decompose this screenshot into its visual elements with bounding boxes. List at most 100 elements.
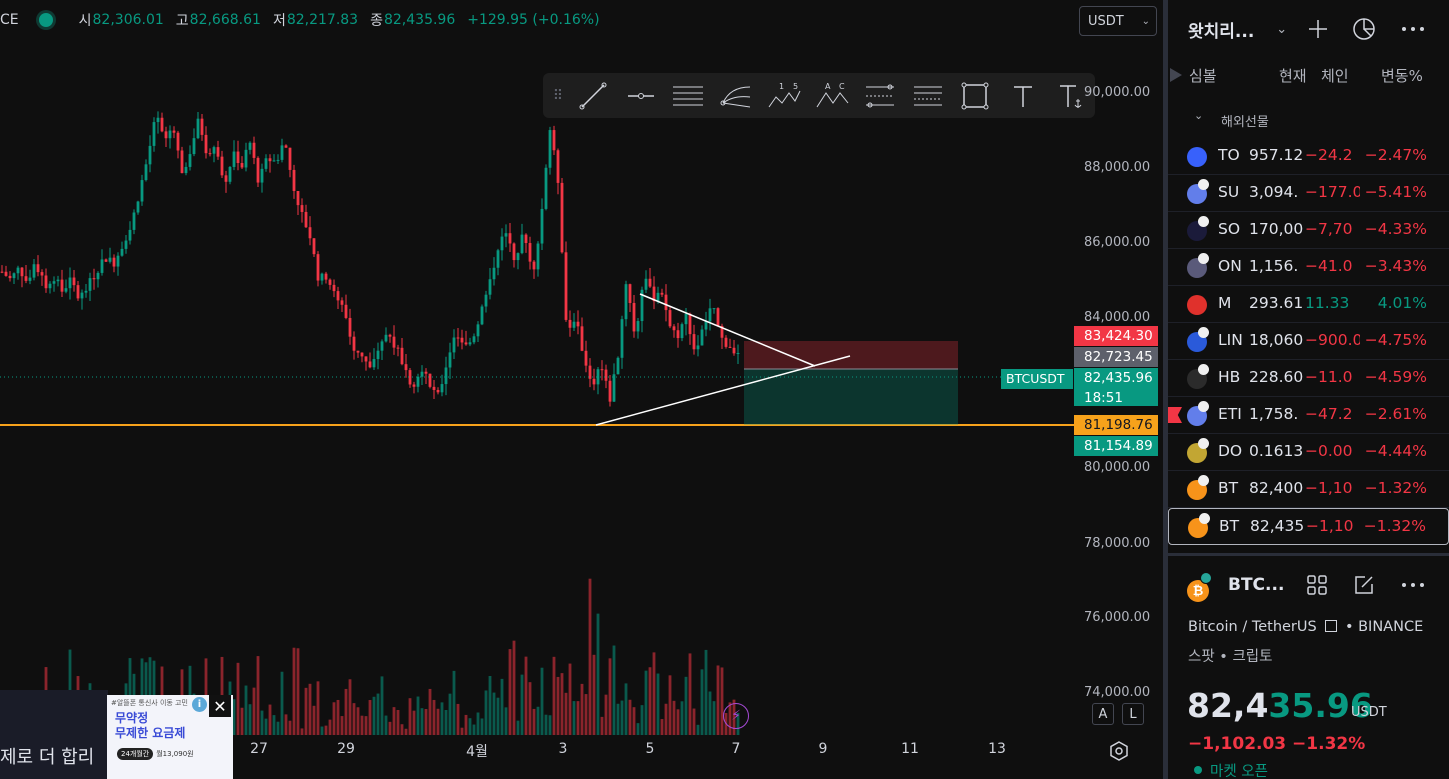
candle-body xyxy=(632,302,636,332)
chevron-down-icon[interactable]: ⌄ xyxy=(1276,21,1288,37)
gear-icon[interactable] xyxy=(1108,740,1130,762)
candle-body xyxy=(72,277,76,286)
pie-chart-icon[interactable] xyxy=(1352,17,1376,41)
watchlist-row[interactable]: HB 228.60 −11.0 −4.59% xyxy=(1168,360,1449,397)
edit-icon[interactable] xyxy=(1351,572,1377,598)
volume-bar xyxy=(276,721,280,735)
detail-symbol[interactable]: BTC... xyxy=(1228,575,1285,595)
date-range-icon[interactable] xyxy=(904,76,952,116)
trend-line-icon[interactable] xyxy=(569,76,617,116)
column-pct[interactable]: 변동% xyxy=(1381,67,1423,85)
candle-body xyxy=(480,306,484,325)
watchlist-row[interactable]: SO 170,00 −7,70 −4.33% xyxy=(1168,212,1449,249)
candle-body xyxy=(208,153,212,155)
watchlist-row[interactable]: ETI 1,758. −47.2 −2.61% xyxy=(1168,397,1449,434)
watchlist-title[interactable]: 왓치리... xyxy=(1188,21,1255,42)
volume-bar xyxy=(432,699,436,735)
add-symbol-icon[interactable] xyxy=(1306,17,1330,41)
row-symbol: LIN xyxy=(1218,331,1243,349)
candle-body xyxy=(408,370,412,385)
column-last[interactable]: 현재 xyxy=(1279,67,1307,85)
volume-bar xyxy=(340,716,344,735)
panel-divider[interactable] xyxy=(1163,0,1168,779)
watchlist-row[interactable]: LIN 18,060 −900.0 −4.75% xyxy=(1168,323,1449,360)
chart-area[interactable]: CE 시 82,306.01 고 82,668.61 저 82,217.83 종… xyxy=(0,0,1163,779)
coin-logo-icon xyxy=(1187,147,1207,167)
volume-bar xyxy=(272,715,276,735)
external-link-icon[interactable] xyxy=(1325,620,1338,632)
column-symbol[interactable]: 심볼 xyxy=(1189,67,1217,85)
candle-body xyxy=(508,233,512,244)
volume-bar xyxy=(416,696,420,735)
price-axis-label: 74,000.00 xyxy=(1084,685,1151,700)
detail-divider[interactable] xyxy=(1168,553,1449,556)
row-pct: −1.32% xyxy=(1363,517,1426,535)
candle-body xyxy=(232,151,236,167)
candle-body xyxy=(560,182,564,253)
candle-body xyxy=(620,319,624,358)
candle-body xyxy=(204,134,208,154)
volume-bar xyxy=(576,701,580,735)
candle-body xyxy=(444,367,448,385)
last-price-value: 82,435.96 xyxy=(1084,370,1153,386)
candle-body xyxy=(56,279,60,282)
detail-name-text[interactable]: Bitcoin / TetherUS xyxy=(1188,619,1317,635)
elliott-label-5: 5 xyxy=(793,82,798,91)
candle-body xyxy=(116,255,120,267)
auto-scale-button[interactable]: A xyxy=(1092,703,1114,725)
currency-select[interactable]: USDT ⌄ xyxy=(1079,6,1157,36)
candle-body xyxy=(600,369,604,371)
candle-body xyxy=(144,164,148,181)
rectangle-icon[interactable] xyxy=(952,76,1000,116)
volume-bar xyxy=(568,663,572,735)
open-label: 시 xyxy=(78,13,92,29)
volume-bar xyxy=(312,705,316,735)
watchlist-group[interactable]: ⌄ 해외선물 xyxy=(1168,104,1449,134)
more-icon[interactable] xyxy=(1401,17,1425,41)
candle-body xyxy=(216,147,220,157)
volume-bar xyxy=(696,724,700,735)
watchlist-row[interactable]: SU 3,094. −177.0 −5.41% xyxy=(1168,175,1449,212)
watchlist-row[interactable]: BT 82,435 −1,10 −1.32% xyxy=(1168,508,1449,545)
watchlist-row[interactable]: ON 1,156. −41.0 −3.43% xyxy=(1168,249,1449,286)
symbol-title[interactable]: CE xyxy=(0,12,19,28)
grid-layout-icon[interactable] xyxy=(1304,572,1330,598)
text-icon[interactable] xyxy=(999,76,1047,116)
log-scale-button[interactable]: L xyxy=(1122,703,1144,725)
column-change[interactable]: 체인 xyxy=(1321,67,1349,85)
close-icon[interactable]: ✕ xyxy=(209,695,231,717)
price-range-icon[interactable] xyxy=(856,76,904,116)
replay-lightning-icon[interactable]: ⚡ xyxy=(723,703,749,729)
row-last: 957.12 xyxy=(1249,146,1304,164)
parallel-channel-icon[interactable] xyxy=(665,76,713,116)
ad-banner-text[interactable]: 제로 더 합리 xyxy=(0,690,108,779)
row-change: −47.2 xyxy=(1305,405,1353,423)
drag-handle-icon[interactable]: ⠿ xyxy=(552,87,564,104)
collapse-handle-icon[interactable] xyxy=(1170,68,1182,82)
chevron-down-icon: ⌄ xyxy=(1141,15,1150,27)
info-icon[interactable]: i xyxy=(192,697,207,712)
pitchfork-icon[interactable] xyxy=(712,76,760,116)
row-last: 293.61 xyxy=(1249,294,1304,312)
position-target-zone xyxy=(744,369,958,425)
candle-body xyxy=(732,347,736,354)
open-value: 82,306.01 xyxy=(92,12,164,28)
volume-bar xyxy=(344,688,348,735)
candle-body xyxy=(200,118,204,135)
watchlist-row[interactable]: BT 82,400 −1,10 −1.32% xyxy=(1168,471,1449,508)
watchlist-row[interactable]: M 293.61 11.33 4.01% xyxy=(1168,286,1449,323)
detail-unit: USDT xyxy=(1351,705,1387,720)
watchlist-row[interactable]: TO 957.12 −24.2 −2.47% xyxy=(1168,138,1449,175)
volume-bar xyxy=(328,719,332,735)
candle-body xyxy=(528,243,532,262)
more-icon[interactable] xyxy=(1400,572,1426,598)
flag-icon[interactable] xyxy=(1168,407,1182,423)
watchlist-row[interactable]: DO 0.1613 −0.00 −4.44% xyxy=(1168,434,1449,471)
candle-body xyxy=(64,288,68,292)
detail-exchange[interactable]: BINANCE xyxy=(1358,619,1424,635)
horizontal-ray-icon[interactable] xyxy=(617,76,665,116)
anchored-text-icon[interactable] xyxy=(1047,76,1095,116)
candle-body xyxy=(476,324,480,337)
